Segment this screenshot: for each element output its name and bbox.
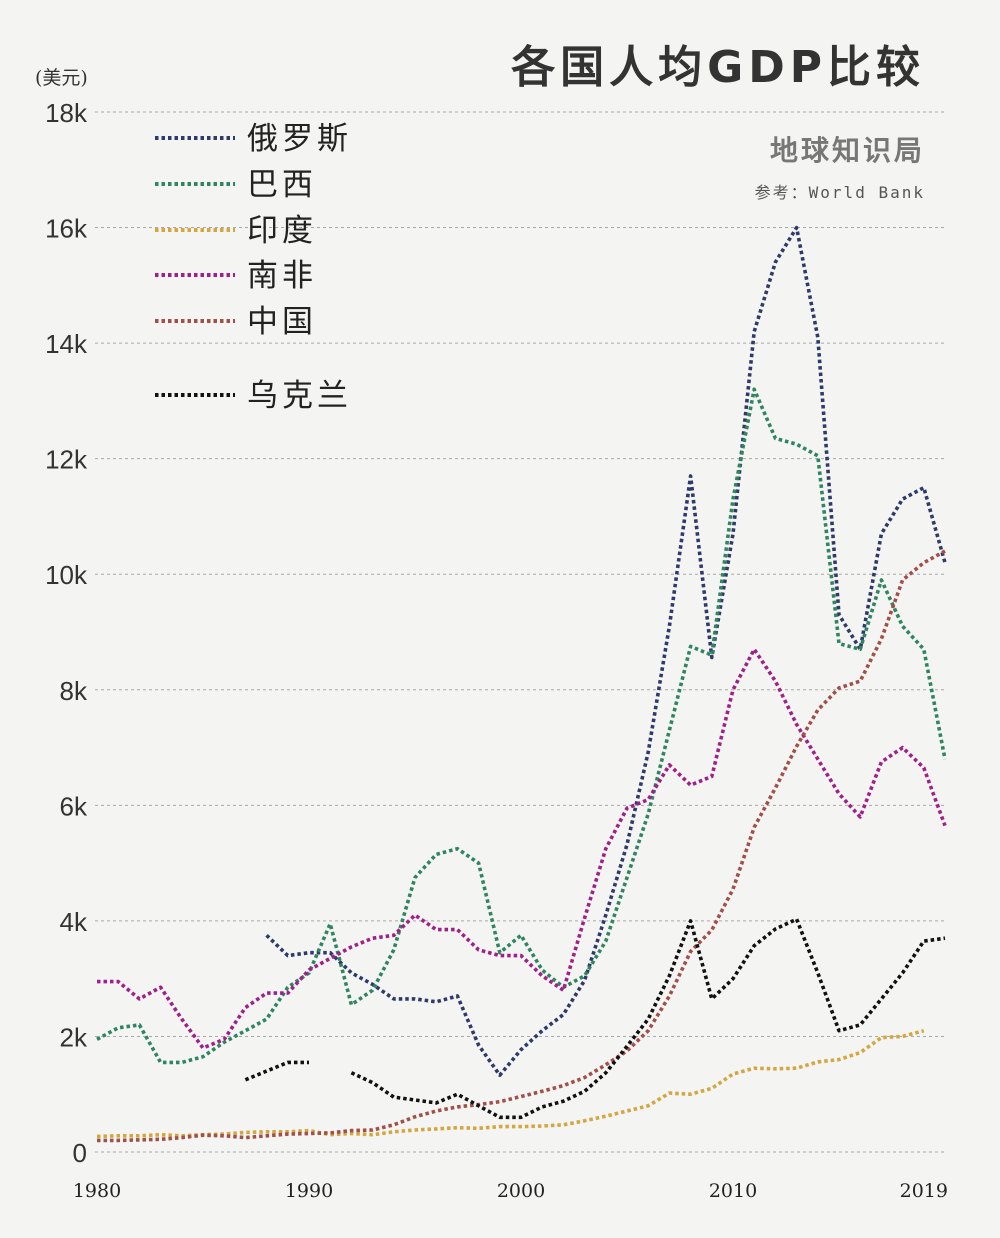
series-line-乌克兰 — [350, 917, 946, 1120]
legend-label: 中国 — [247, 304, 317, 340]
x-axis: 1980 1990 2000 2010 2019 — [73, 1180, 948, 1202]
series-line-巴西 — [96, 387, 947, 1065]
y-tick-label: 0 — [73, 1138, 87, 1168]
y-tick-label: 14k — [45, 329, 88, 359]
x-tick-label: 2019 — [900, 1180, 948, 1202]
x-tick-label: 1990 — [285, 1180, 333, 1202]
series-line-俄罗斯 — [265, 225, 947, 1077]
y-tick-label: 16k — [45, 214, 88, 244]
y-axis: 0 2k 4k 6k 8k 10k 12k 14k 16k 18k — [45, 98, 88, 1168]
series-lines — [96, 225, 947, 1143]
x-tick-label: 1980 — [73, 1180, 121, 1202]
legend-label: 乌克兰 — [247, 378, 352, 414]
grid-lines — [95, 111, 945, 1153]
legend-label: 印度 — [247, 213, 317, 249]
x-tick-label: 2000 — [497, 1180, 545, 1202]
y-tick-label: 18k — [45, 98, 88, 128]
y-tick-label: 12k — [45, 445, 88, 475]
y-tick-label: 4k — [60, 907, 88, 937]
brand-label: 地球知识局 — [770, 134, 925, 167]
series-line-印度 — [96, 1028, 925, 1139]
source-label: 参考：World Bank — [755, 183, 925, 202]
series-line-中国 — [97, 549, 946, 1143]
series-line-乌克兰 — [244, 1060, 309, 1082]
legend-label: 南非 — [247, 258, 317, 294]
chart-title: 各国人均GDP比较 — [511, 42, 925, 93]
series-line-南非 — [97, 647, 947, 1050]
legend-label: 巴西 — [247, 167, 317, 203]
y-tick-label: 2k — [60, 1022, 88, 1052]
legend-label: 俄罗斯 — [247, 121, 352, 157]
y-tick-label: 6k — [60, 791, 88, 821]
x-tick-label: 2010 — [709, 1180, 757, 1202]
y-tick-label: 8k — [60, 676, 88, 706]
y-tick-label: 10k — [45, 560, 88, 590]
y-axis-unit-label: (美元) — [35, 67, 88, 89]
